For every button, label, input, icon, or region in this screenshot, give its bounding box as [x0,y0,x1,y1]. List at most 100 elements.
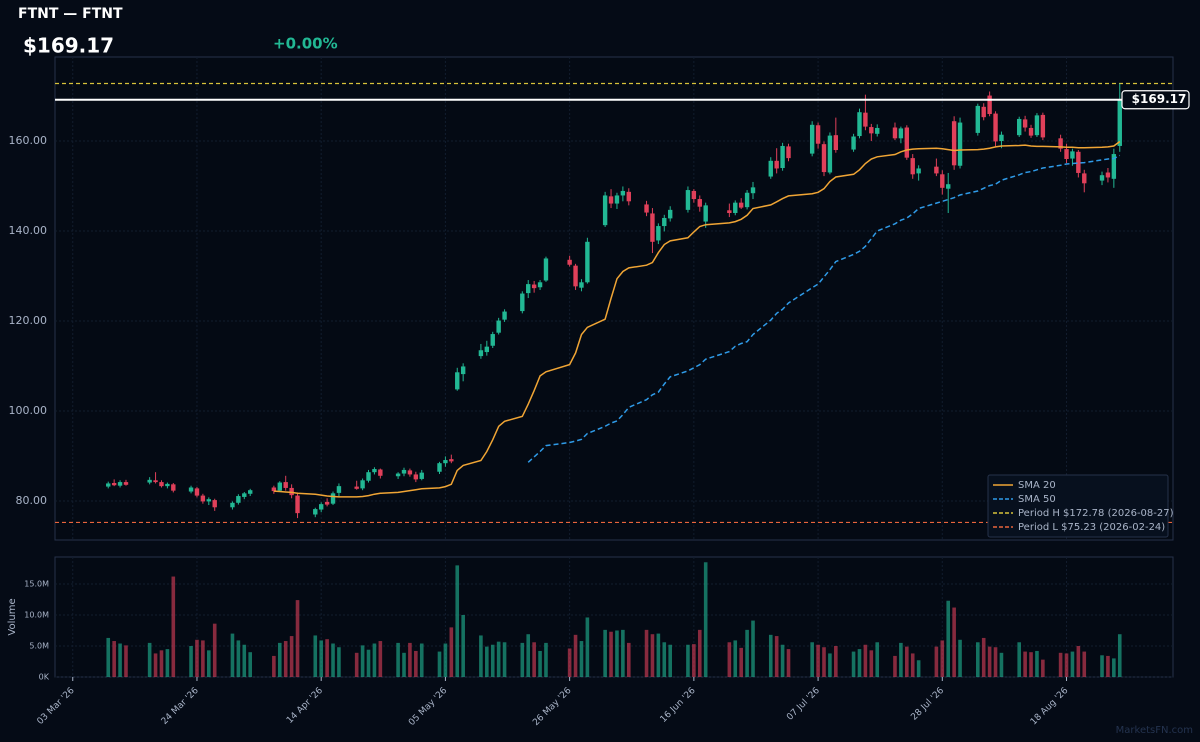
candle-body [898,128,904,139]
candle-body [703,205,708,222]
y-tick-label: 140.00 [9,224,48,237]
candle-body [449,459,454,462]
volume-bar [1076,645,1081,677]
volume-bar [816,644,820,677]
legend-label: SMA 50 [1018,494,1056,505]
candle-body [378,469,383,476]
volume-bar [621,629,625,677]
volume-bar [195,639,199,677]
y-tick-label: 120.00 [9,314,48,327]
volume-bar [1082,651,1087,677]
candle-body [496,320,501,333]
volume-bar [834,645,838,677]
y-tick-label: 100.00 [9,404,48,417]
candle-body [200,495,206,502]
candle-body [531,284,537,289]
candle-body [360,480,365,489]
candle-body [685,190,691,210]
candle-body [460,366,466,375]
volume-bar [981,637,986,677]
candle-body [981,106,986,118]
candle-body [744,192,750,208]
volume-bar [283,641,288,677]
candle-body [833,135,839,151]
candle-body [419,472,424,479]
volume-bar [739,647,743,677]
volume-bar [437,651,442,677]
volume-bar [272,655,276,677]
candle-body [159,482,164,487]
volume-bar [857,649,862,677]
candle-body [123,482,129,485]
volume-bar [993,647,998,677]
candle-body [768,160,773,177]
volume-bar [567,648,572,677]
volume-bar [603,629,607,677]
volume-bar [703,562,708,677]
candle-body [194,488,200,496]
candle-body [780,145,785,169]
candle-body [324,501,330,505]
volume-bar [449,627,454,677]
volume-tick-label: 5.0M [29,641,49,650]
candle-body [910,158,915,175]
volume-bar [768,634,773,677]
volume-bar [289,636,294,677]
volume-bar [650,634,655,677]
candle-body [993,113,998,142]
volume-bar [1035,650,1039,677]
legend-box [987,474,1169,538]
candle-body [750,187,756,194]
volume-bar [461,614,465,677]
candle-body [313,509,318,515]
volume-bar [615,630,619,677]
candle-body [295,495,300,514]
candle-body [455,372,460,390]
candle-body [1070,151,1075,159]
volume-bar [952,607,956,677]
volume-bar [106,637,111,677]
candle-body [277,482,282,491]
candle-body [644,204,649,213]
candle-body [289,487,294,496]
volume-bar [201,640,205,677]
candle-body [543,258,549,281]
volume-bar [786,649,791,677]
candle-body [248,490,253,494]
candle-body [585,241,590,283]
volume-bar [999,652,1004,677]
volume-bar [910,653,915,677]
volume-bar [443,643,448,677]
volume-bar [609,631,613,677]
candle-body [1082,173,1087,184]
volume-bar [544,642,548,677]
volume-bar [940,640,945,677]
candle-body [579,282,584,288]
candle-body [502,311,507,320]
volume-bar [112,641,116,677]
candle-body [230,502,235,508]
candle-body [165,483,170,487]
candle-body [1105,172,1111,178]
candle-body [372,469,377,473]
candle-body [827,135,833,173]
volume-bar [774,636,779,677]
candle-body [727,210,732,214]
chart-title: FTNT — FTNT [18,6,123,22]
volume-bar [1064,653,1069,677]
volume-bar [396,642,400,677]
change-label: +0.00% [273,35,338,53]
volume-axis-label: Volume [7,598,18,635]
volume-bar [626,642,631,677]
volume-bar [360,645,365,677]
volume-bar [579,641,584,677]
volume-bar [1117,634,1122,677]
candle-body [117,482,123,486]
volume-bar [828,653,832,677]
volume-bar [733,640,738,677]
candle-body [875,127,880,134]
volume-bar [532,642,536,677]
volume-tick-label: 0K [39,673,50,682]
candle-body [869,127,874,134]
candle-body [1058,138,1063,149]
